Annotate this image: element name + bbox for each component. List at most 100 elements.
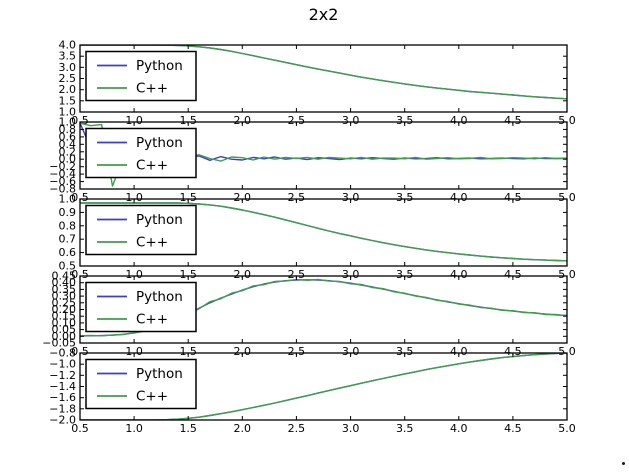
x-tick-label: 0.5 xyxy=(71,422,89,435)
y-tick-labels: 4.03.53.02.52.01.51.0 xyxy=(59,39,77,119)
x-tick-label: 2.5 xyxy=(288,114,306,127)
legend-box xyxy=(85,204,197,256)
x-tick-label: 1.5 xyxy=(179,191,197,204)
y-tick-label: 0.5 xyxy=(59,260,77,273)
x-tick-label: 3.5 xyxy=(396,422,414,435)
x-tick-label: 5.0 xyxy=(558,114,576,127)
y-tick-label: −1.2 xyxy=(49,369,76,382)
x-tick-label: 4.0 xyxy=(450,268,468,281)
x-tick-label: 4.5 xyxy=(504,422,522,435)
legend: Python C++ xyxy=(85,204,197,256)
cpp-line xyxy=(80,202,567,262)
x-tick-label: 0.5 xyxy=(71,191,89,204)
y-tick-labels: −0.8−1.0−1.2−1.4−1.6−1.8−2.0 xyxy=(49,347,76,427)
legend-label-cpp: C++ xyxy=(136,235,168,251)
x-tick-label: 1.0 xyxy=(125,345,143,358)
x-tick-label: 1.0 xyxy=(125,114,143,127)
x-tick-label: 2.0 xyxy=(234,422,252,435)
tick-marks xyxy=(79,352,568,421)
x-tick-label: 0.5 xyxy=(71,345,89,358)
x-tick-label: 4.5 xyxy=(504,191,522,204)
x-tick-label: 1.0 xyxy=(125,191,143,204)
legend-box xyxy=(85,50,197,102)
y-tick-label: −1.6 xyxy=(49,391,76,404)
x-tick-label: 3.5 xyxy=(396,345,414,358)
legend-box xyxy=(85,358,197,410)
y-tick-label: 1.0 xyxy=(59,106,77,119)
y-tick-label: 0.40 xyxy=(52,276,77,289)
x-tick-label: 5.0 xyxy=(558,422,576,435)
x-tick-label: 4.0 xyxy=(450,422,468,435)
y-tick-label: 0.6 xyxy=(59,246,77,259)
y-tick-label: 0.15 xyxy=(52,310,77,323)
legend: Python C++ xyxy=(85,281,197,333)
y-tick-label: 0.6 xyxy=(59,130,77,143)
curves xyxy=(80,202,567,262)
tick-marks xyxy=(79,44,568,113)
legend-label-python: Python xyxy=(136,289,183,305)
y-tick-label: 1.5 xyxy=(59,94,77,107)
y-tick-label: 2.5 xyxy=(59,72,77,85)
x-tick-label: 1.0 xyxy=(125,268,143,281)
y-tick-label: 0.9 xyxy=(59,206,77,219)
subplot-4: 0.450.400.350.300.250.200.150.100.050.00… xyxy=(42,270,575,359)
legend: Python C++ xyxy=(85,127,197,179)
cursor-dot xyxy=(622,462,625,465)
x-tick-label: 4.5 xyxy=(504,114,522,127)
x-tick-labels: 0.5 1.0 1.5 2.0 2.5 3.0 3.5 4.0 4.5 5.0 xyxy=(71,114,576,127)
legend-label-python: Python xyxy=(136,366,183,382)
y-tick-label: 0.4 xyxy=(59,138,77,151)
figure-title: 2x2 xyxy=(308,5,339,24)
legend-label-cpp: C++ xyxy=(136,312,168,328)
x-tick-labels: 0.5 1.0 1.5 2.0 2.5 3.0 3.5 4.0 4.5 5.0 xyxy=(71,191,576,204)
legend-box xyxy=(85,127,197,179)
y-tick-label: 0.30 xyxy=(52,290,77,303)
y-tick-label: −0.8 xyxy=(49,183,76,196)
x-tick-label: 3.5 xyxy=(396,268,414,281)
y-tick-label: 0.00 xyxy=(52,330,77,343)
y-tick-label: 0.7 xyxy=(59,233,77,246)
y-tick-label: 4.0 xyxy=(59,39,77,52)
y-tick-label: −1.8 xyxy=(49,402,76,415)
subplot-5: −0.8−1.0−1.2−1.4−1.6−1.8−2.00.5 1.0 1.5 2.0… xyxy=(49,347,575,436)
x-tick-labels: 0.5 1.0 1.5 2.0 2.5 3.0 3.5 4.0 4.5 5.0 xyxy=(71,268,576,281)
x-tick-label: 2.5 xyxy=(288,191,306,204)
y-tick-label: 0.0 xyxy=(59,153,77,166)
y-tick-label: 2.0 xyxy=(59,83,77,96)
y-tick-label: 0.05 xyxy=(52,323,77,336)
x-tick-labels: 0.5 1.0 1.5 2.0 2.5 3.0 3.5 4.0 4.5 5.0 xyxy=(71,345,576,358)
x-tick-label: 1.5 xyxy=(179,345,197,358)
x-tick-label: 1.5 xyxy=(179,422,197,435)
x-tick-label: 4.0 xyxy=(450,191,468,204)
legend: Python C++ xyxy=(85,358,197,410)
legend-label-python: Python xyxy=(136,135,183,151)
y-tick-label: 0.2 xyxy=(59,145,77,158)
x-tick-label: 0.5 xyxy=(71,268,89,281)
x-tick-label: 1.5 xyxy=(179,114,197,127)
x-tick-label: 5.0 xyxy=(558,268,576,281)
y-tick-label: 1.0 xyxy=(59,193,77,206)
y-tick-labels: 0.450.400.350.300.250.200.150.100.050.00… xyxy=(42,270,76,350)
y-tick-label: 3.0 xyxy=(59,61,77,74)
x-tick-label: 5.0 xyxy=(558,345,576,358)
legend-label-python: Python xyxy=(136,212,183,228)
y-tick-label: −1.4 xyxy=(49,380,76,393)
x-tick-label: 5.0 xyxy=(558,191,576,204)
x-tick-label: 2.0 xyxy=(234,191,252,204)
legend: Python C++ xyxy=(85,50,197,102)
y-tick-labels: 1.00.80.60.40.20.0−0.2−0.4−0.6−0.8 xyxy=(49,116,76,196)
x-tick-label: 2.0 xyxy=(234,114,252,127)
y-tick-label: 0.20 xyxy=(52,303,77,316)
y-tick-label: 1.0 xyxy=(59,116,77,129)
x-tick-label: 3.0 xyxy=(342,422,360,435)
x-tick-label: 3.0 xyxy=(342,114,360,127)
tick-marks xyxy=(79,275,568,344)
y-tick-label: 0.8 xyxy=(59,219,77,232)
y-tick-label: −0.6 xyxy=(49,175,76,188)
x-tick-label: 2.0 xyxy=(234,268,252,281)
legend-label-cpp: C++ xyxy=(136,158,168,174)
y-tick-label: 0.10 xyxy=(52,316,77,329)
subplot-3: 1.00.90.80.70.60.50.5 1.0 1.5 2.0 2.5 3.0 3.5 4… xyxy=(59,193,576,282)
